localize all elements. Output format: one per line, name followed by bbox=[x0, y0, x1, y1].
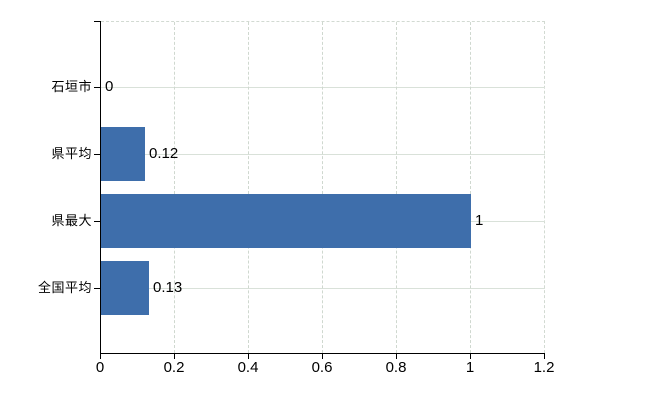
bar-3 bbox=[101, 261, 149, 315]
x-axis-tick bbox=[322, 354, 323, 359]
x-axis-tick bbox=[396, 354, 397, 359]
y-axis-line bbox=[100, 21, 101, 354]
x-axis-line bbox=[100, 353, 545, 354]
y-axis-end-tick bbox=[94, 21, 100, 22]
x-axis-tick bbox=[470, 354, 471, 359]
y-axis-tick bbox=[94, 288, 100, 289]
gridline-horizontal bbox=[101, 288, 545, 289]
y-category-label: 県最大 bbox=[51, 213, 92, 228]
x-axis-tick-label: 0.6 bbox=[311, 359, 333, 376]
x-axis-tick-label: 0 bbox=[95, 359, 105, 376]
bar-2 bbox=[101, 194, 471, 248]
x-axis-tick bbox=[248, 354, 249, 359]
plot-border bbox=[101, 21, 545, 353]
bar-1 bbox=[101, 127, 145, 181]
y-axis-tick bbox=[94, 221, 100, 222]
gridline-vertical bbox=[174, 22, 175, 353]
x-axis-tick bbox=[174, 354, 175, 359]
gridline-vertical bbox=[470, 22, 471, 353]
x-axis-tick bbox=[544, 354, 545, 359]
y-axis-tick bbox=[94, 154, 100, 155]
x-axis-tick-label: 0.2 bbox=[163, 359, 185, 376]
gridline-vertical bbox=[396, 22, 397, 353]
bar-value-label: 0 bbox=[105, 78, 114, 95]
gridline-vertical bbox=[322, 22, 323, 353]
bar-value-label: 0.12 bbox=[149, 145, 179, 162]
gridline-horizontal bbox=[101, 154, 545, 155]
x-axis-tick-label: 0.8 bbox=[385, 359, 407, 376]
x-axis-tick-label: 0.4 bbox=[237, 359, 259, 376]
x-axis-tick-label: 1 bbox=[465, 359, 475, 376]
y-axis-tick bbox=[94, 87, 100, 88]
y-category-label: 県平均 bbox=[51, 146, 92, 161]
y-category-label: 全国平均 bbox=[37, 280, 92, 295]
x-axis-tick bbox=[100, 354, 101, 359]
gridline-vertical bbox=[248, 22, 249, 353]
y-category-label: 石垣市 bbox=[51, 79, 92, 94]
bar-value-label: 1 bbox=[475, 212, 484, 229]
bar-value-label: 0.13 bbox=[153, 279, 183, 296]
gridline-horizontal bbox=[101, 87, 545, 88]
x-axis-tick-label: 1.2 bbox=[533, 359, 555, 376]
